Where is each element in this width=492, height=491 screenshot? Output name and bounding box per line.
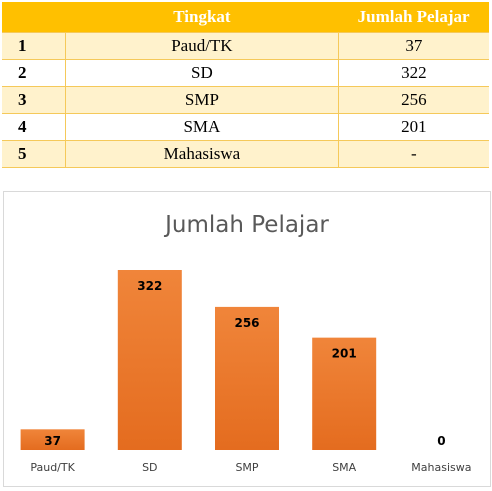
table-row: 4 SMA 201 <box>2 114 489 141</box>
category-label: SMP <box>235 461 258 474</box>
student-count-table: Tingkat Jumlah Pelajar 1 Paud/TK 37 2 SD… <box>2 2 489 168</box>
category-label: Mahasiswa <box>411 461 471 474</box>
header-number <box>2 2 66 33</box>
row-tingkat: Paud/TK <box>66 33 339 60</box>
data-label: 256 <box>234 316 259 330</box>
data-label: 322 <box>137 279 162 293</box>
row-tingkat: SMP <box>66 87 339 114</box>
bar-sd <box>118 270 182 450</box>
bar-chart: Jumlah Pelajar 37 Paud/TK 322 SD 256 SMP 201 SM… <box>3 191 491 487</box>
data-label: 201 <box>332 347 357 361</box>
bars-group: 37 Paud/TK 322 SD 256 SMP 201 SMA 0 Mahasiswa <box>21 270 472 474</box>
row-number: 5 <box>2 141 66 168</box>
row-jumlah: 256 <box>338 87 489 114</box>
row-number: 2 <box>2 60 66 87</box>
category-label: SD <box>142 461 157 474</box>
header-tingkat: Tingkat <box>66 2 339 33</box>
row-jumlah: 37 <box>338 33 489 60</box>
row-tingkat: SMA <box>66 114 339 141</box>
chart-title: Jumlah Pelajar <box>163 212 329 238</box>
row-tingkat: Mahasiswa <box>66 141 339 168</box>
data-label: 37 <box>44 434 61 448</box>
row-jumlah: 322 <box>338 60 489 87</box>
row-jumlah: 201 <box>338 114 489 141</box>
row-jumlah: - <box>338 141 489 168</box>
table-row: 5 Mahasiswa - <box>2 141 489 168</box>
row-number: 3 <box>2 87 66 114</box>
table-row: 1 Paud/TK 37 <box>2 33 489 60</box>
table-row: 3 SMP 256 <box>2 87 489 114</box>
header-jumlah: Jumlah Pelajar <box>338 2 489 33</box>
category-label: Paud/TK <box>30 461 75 474</box>
row-tingkat: SD <box>66 60 339 87</box>
table-header-row: Tingkat Jumlah Pelajar <box>2 2 489 33</box>
table-row: 2 SD 322 <box>2 60 489 87</box>
data-label: 0 <box>437 434 445 448</box>
row-number: 1 <box>2 33 66 60</box>
row-number: 4 <box>2 114 66 141</box>
chart-svg: Jumlah Pelajar 37 Paud/TK 322 SD 256 SMP 201 SM… <box>4 192 490 486</box>
category-label: SMA <box>332 461 356 474</box>
